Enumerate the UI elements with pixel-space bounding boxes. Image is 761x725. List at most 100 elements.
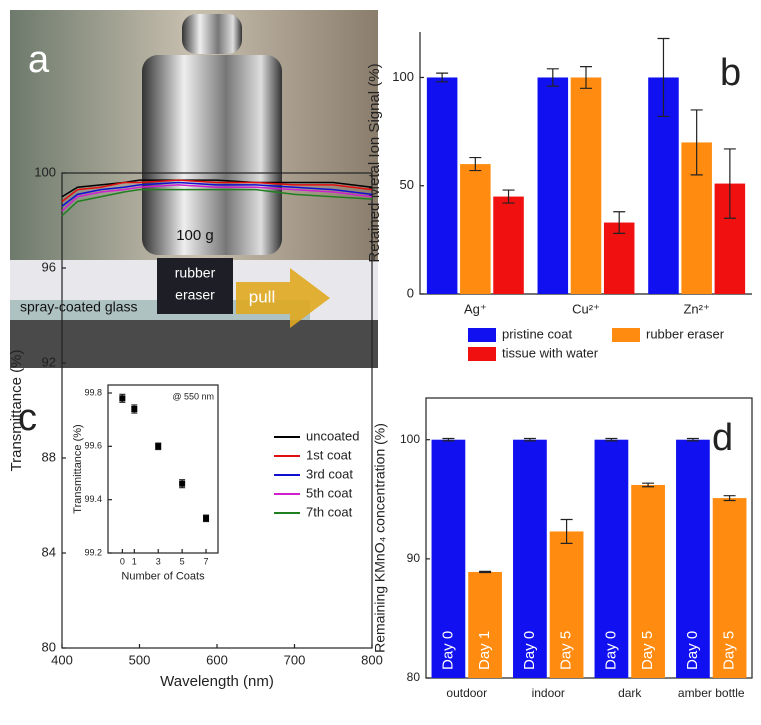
legend-label: 5th coat (306, 485, 353, 500)
legend-swatch (468, 347, 496, 361)
arrow (236, 268, 330, 328)
annotation: @ 550 nm (172, 391, 214, 401)
x-tick-label: 700 (284, 652, 306, 667)
y-axis-label: Retained Metal Ion Signal (%) (366, 63, 383, 262)
bar (594, 439, 629, 678)
error-bar (723, 148, 736, 219)
x-tick-label: 500 (129, 652, 151, 667)
y-tick-label: 50 (400, 177, 414, 192)
bar-label: Day 0 (602, 631, 619, 670)
legend-label: pristine coat (502, 326, 572, 341)
bar-label: Day 0 (684, 631, 701, 670)
y-axis-label: Transmittance (%) (72, 424, 84, 513)
error-bar (657, 37, 670, 118)
bar (513, 439, 547, 678)
panel-label: d (712, 417, 733, 459)
plot-frame (425, 397, 753, 679)
x-tick-label: Zn²⁺ (683, 301, 709, 316)
y-tick-label: 96 (42, 259, 56, 274)
error-bar (546, 68, 559, 87)
error-bar (442, 437, 455, 442)
error-bar (723, 495, 736, 502)
error-bar (502, 189, 515, 204)
error-bar (469, 156, 482, 172)
y-tick-label: 80 (407, 670, 421, 684)
y-tick-label: 84 (42, 544, 56, 559)
x-tick-label: 400 (51, 652, 73, 667)
panel-label: c (18, 397, 37, 439)
point (131, 406, 138, 412)
legend-label: uncoated (306, 428, 360, 443)
x-tick-label: 7 (204, 556, 209, 566)
bar (468, 571, 502, 678)
line (61, 179, 373, 203)
x-tick-label: dark (618, 686, 642, 700)
y-tick-label: 99.8 (84, 387, 102, 397)
x-tick-label: 5 (180, 556, 185, 566)
error-bar (605, 437, 618, 442)
eraser (157, 258, 233, 314)
bar-label: Day 0 (439, 631, 456, 670)
x-axis-label: Wavelength (nm) (160, 673, 274, 690)
y-tick-label: 80 (42, 639, 56, 654)
y-tick-label: 100 (392, 69, 414, 84)
error-bar (580, 66, 592, 89)
eraser-label: eraser (175, 287, 215, 303)
bar (676, 439, 710, 678)
legend-swatch (468, 328, 496, 342)
legend-swatch (612, 328, 640, 342)
eraser-label: rubber (175, 265, 216, 281)
error-bar (436, 72, 449, 83)
legend-label: tissue with water (502, 345, 599, 360)
x-tick-label: 600 (206, 652, 228, 667)
x-tick-label: Cu²⁺ (572, 301, 600, 316)
arrow-label: pull (249, 287, 275, 306)
legend-label: 3rd coat (306, 466, 353, 481)
point (155, 443, 162, 450)
bar-label: Day 1 (476, 631, 493, 670)
bar (493, 196, 524, 294)
legend-label: rubber eraser (646, 326, 725, 341)
error-bar (613, 211, 626, 234)
y-axis-label: Transmittance (%) (8, 350, 25, 472)
x-tick-label: 3 (156, 556, 161, 566)
bar (631, 484, 665, 678)
bar (603, 222, 635, 294)
error-bar (686, 437, 699, 442)
x-axis-label: Number of Coats (121, 570, 205, 582)
weight-body (142, 55, 282, 255)
bar (570, 77, 602, 295)
y-tick-label: 92 (42, 354, 56, 369)
line (61, 184, 373, 212)
x-tick-label: 1 (132, 556, 137, 566)
point (203, 515, 210, 522)
point (119, 395, 126, 402)
panel-label: a (28, 39, 50, 81)
y-tick-label: 99.6 (84, 441, 102, 451)
bar (712, 498, 747, 678)
x-tick-label: 800 (361, 652, 383, 667)
table-edge (10, 320, 378, 368)
bar-label: Day 5 (639, 631, 656, 670)
weight-label: 100 g (176, 227, 214, 244)
weight-knob (182, 14, 242, 54)
bar (431, 439, 466, 678)
y-tick-label: 99.4 (84, 494, 102, 504)
y-tick-label: 90 (407, 551, 421, 565)
line (61, 188, 373, 217)
x-tick-label: indoor (532, 686, 565, 700)
bar (460, 164, 491, 294)
error-bar (479, 570, 492, 574)
y-axis-label: Remaining KMnO₄ concentration (%) (372, 423, 388, 653)
x-tick-label: outdoor (446, 686, 487, 700)
bar (549, 531, 584, 678)
error-bar (642, 482, 655, 488)
line (61, 181, 373, 207)
legend-label: 1st coat (306, 447, 352, 462)
glass-label: spray-coated glass (20, 299, 138, 315)
plot-frame (107, 384, 219, 554)
y-tick-label: 88 (42, 449, 56, 464)
x-tick-label: amber bottle (678, 686, 745, 700)
bar-label: Day 5 (558, 631, 575, 670)
